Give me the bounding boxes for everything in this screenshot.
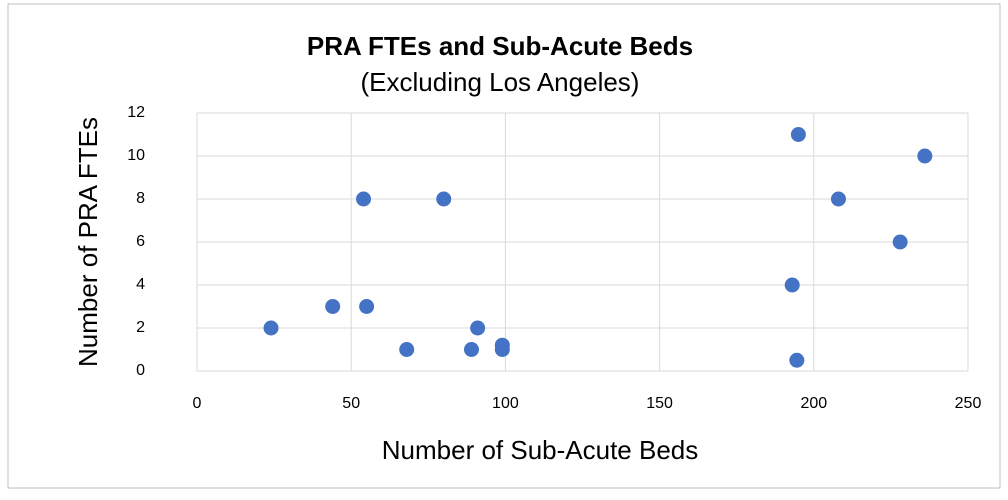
point: [463, 342, 479, 357]
y-tick-label: 0: [136, 362, 145, 379]
point: [917, 148, 933, 164]
point: [359, 299, 375, 314]
point: [399, 342, 415, 357]
point: [784, 277, 800, 293]
y-tick-label: 8: [136, 190, 145, 207]
x-tick-label: 250: [955, 395, 982, 412]
point: [830, 191, 846, 207]
point: [892, 234, 908, 250]
point: [436, 191, 452, 207]
y-tick-label: 10: [127, 147, 145, 164]
y-axis-label: Number of PRA FTEs: [73, 117, 103, 367]
point: [790, 127, 806, 142]
x-tick-label: 50: [342, 395, 360, 412]
y-tick-label: 12: [127, 104, 145, 121]
x-tick-label: 200: [800, 395, 827, 412]
point: [325, 299, 341, 314]
point: [356, 191, 372, 207]
chart-frame: [7, 3, 1001, 489]
point: [470, 320, 486, 336]
x-tick-label: 150: [646, 395, 673, 412]
x-axis-label: Number of Sub-Acute Beds: [382, 435, 699, 465]
y-tick-label: 6: [136, 233, 145, 250]
chart-title: PRA FTEs and Sub-Acute Beds: [307, 31, 693, 61]
y-tick-label: 2: [136, 319, 145, 336]
x-tick-label: 100: [492, 395, 519, 412]
point: [494, 342, 510, 357]
x-tick-label: 0: [193, 395, 202, 412]
point: [263, 320, 279, 336]
point: [789, 352, 805, 368]
chart-subtitle: (Excluding Los Angeles): [361, 67, 640, 97]
y-tick-label: 4: [136, 276, 145, 293]
